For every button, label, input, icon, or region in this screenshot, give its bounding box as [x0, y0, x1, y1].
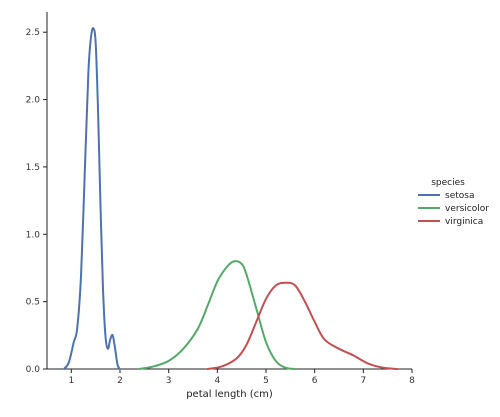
- legend-items: setosa versicolor virginica: [418, 191, 489, 227]
- x-tick-label: 5: [263, 376, 269, 386]
- y-ticks: 0.0 0.5 1.0 1.5 2.0 2.5: [26, 28, 47, 375]
- y-tick-label: 0.5: [26, 298, 40, 308]
- kde-line-setosa: [63, 27, 121, 370]
- axes: [46, 12, 412, 370]
- y-tick-label: 0.0: [26, 365, 41, 375]
- x-tick-label: 4: [214, 376, 220, 386]
- x-tick-label: 2: [117, 376, 123, 386]
- kde-line-versicolor: [138, 260, 297, 370]
- x-tick-label: 7: [360, 376, 366, 386]
- density-curves: [63, 27, 399, 370]
- x-axis-label: petal length (cm): [186, 389, 273, 400]
- legend-label-virginica: virginica: [445, 217, 483, 227]
- y-tick-label: 2.0: [26, 96, 41, 106]
- x-tick-label: 6: [312, 376, 318, 386]
- y-tick-label: 1.5: [26, 163, 40, 173]
- legend-title: species: [431, 178, 465, 188]
- x-tick-label: 3: [166, 376, 172, 386]
- x-tick-label: 8: [409, 376, 415, 386]
- y-tick-label: 2.5: [26, 28, 40, 38]
- legend-label-setosa: setosa: [445, 191, 474, 201]
- x-tick-label: 1: [68, 376, 74, 386]
- legend-label-versicolor: versicolor: [445, 204, 489, 214]
- legend: species setosa versicolor virginica: [418, 178, 489, 227]
- y-tick-label: 1.0: [26, 230, 41, 240]
- x-ticks: 1 2 3 4 5 6 7 8: [68, 369, 415, 386]
- kde-line-virginica: [206, 281, 399, 370]
